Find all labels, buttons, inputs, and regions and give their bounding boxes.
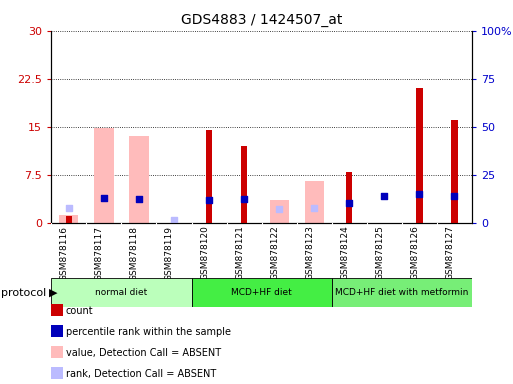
Point [380, 193, 388, 199]
Point [450, 193, 459, 199]
Bar [206, 130, 212, 223]
Text: GSM878116: GSM878116 [60, 225, 69, 280]
Text: GSM878120: GSM878120 [200, 225, 209, 280]
Text: MCD+HF diet with metformin: MCD+HF diet with metformin [335, 288, 468, 297]
Text: GSM878126: GSM878126 [410, 225, 419, 280]
Point [100, 195, 108, 201]
Bar [59, 215, 78, 223]
Text: GSM878121: GSM878121 [235, 225, 244, 280]
Bar [451, 120, 458, 223]
Point [275, 206, 283, 212]
Bar [51, 278, 191, 307]
Title: GDS4883 / 1424507_at: GDS4883 / 1424507_at [181, 13, 342, 27]
Bar [416, 88, 423, 223]
Bar [191, 278, 332, 307]
Point [65, 205, 73, 211]
Point [170, 217, 178, 223]
Text: GSM878118: GSM878118 [130, 225, 139, 280]
Text: protocol: protocol [1, 288, 46, 298]
Text: GSM878122: GSM878122 [270, 225, 279, 280]
Text: GSM878123: GSM878123 [305, 225, 314, 280]
Text: GSM878125: GSM878125 [376, 225, 384, 280]
Point [415, 191, 423, 197]
Bar [332, 278, 472, 307]
Text: value, Detection Call = ABSENT: value, Detection Call = ABSENT [66, 348, 221, 358]
Point [205, 197, 213, 203]
Bar [269, 200, 289, 223]
Bar [305, 181, 324, 223]
Text: rank, Detection Call = ABSENT: rank, Detection Call = ABSENT [66, 369, 216, 379]
Text: percentile rank within the sample: percentile rank within the sample [66, 327, 231, 337]
Text: GSM878119: GSM878119 [165, 225, 174, 280]
Text: count: count [66, 306, 93, 316]
Bar [241, 146, 247, 223]
Text: ▶: ▶ [49, 288, 57, 298]
Point [135, 196, 143, 202]
Bar [94, 128, 113, 223]
Text: GSM878117: GSM878117 [95, 225, 104, 280]
Text: GSM878127: GSM878127 [445, 225, 455, 280]
Bar [346, 172, 352, 223]
Text: normal diet: normal diet [95, 288, 148, 297]
Text: GSM878124: GSM878124 [340, 225, 349, 280]
Bar [129, 136, 149, 223]
Bar [66, 216, 72, 223]
Point [240, 196, 248, 202]
Point [310, 205, 318, 211]
Text: MCD+HF diet: MCD+HF diet [231, 288, 292, 297]
Point [345, 200, 353, 206]
